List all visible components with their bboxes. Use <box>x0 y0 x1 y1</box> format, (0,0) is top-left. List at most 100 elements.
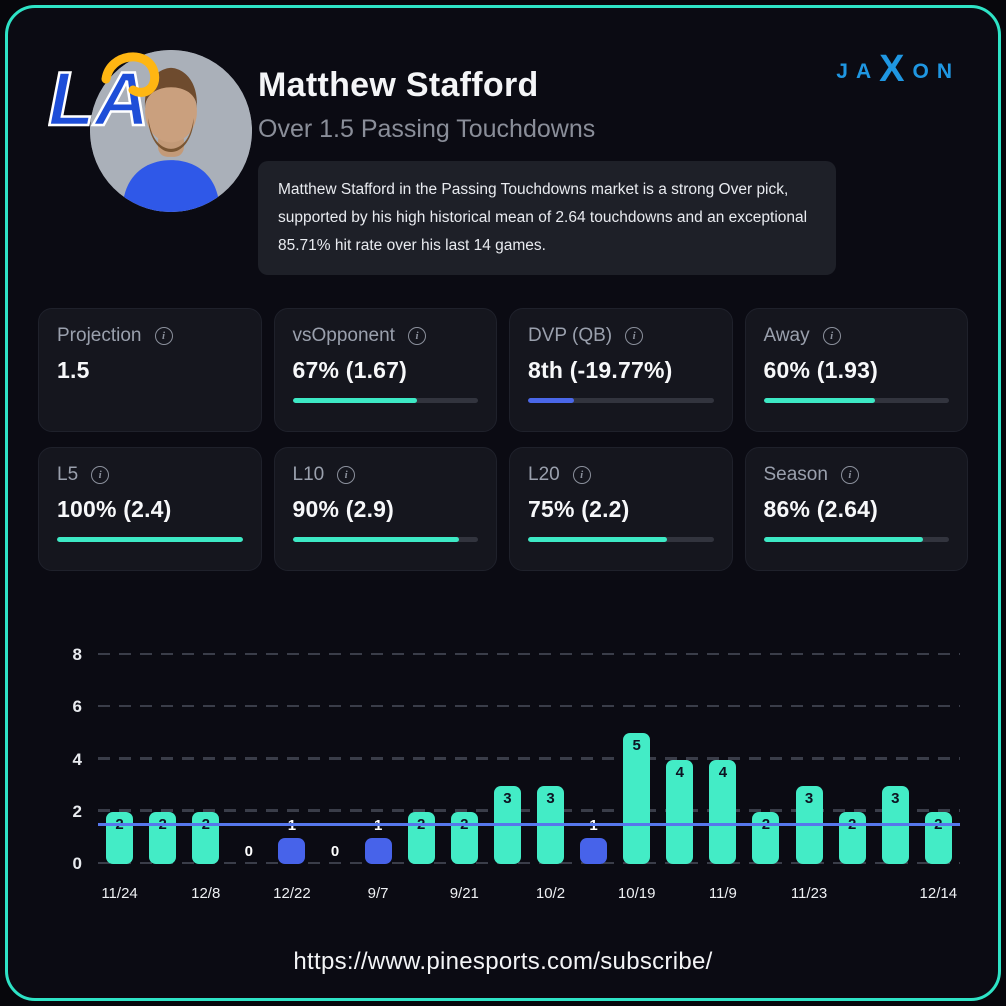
bar-over: 2 <box>752 811 780 864</box>
stat-label: L10 <box>292 464 325 485</box>
bar-over: 5 <box>623 733 651 864</box>
x-axis-tick: 11/23 <box>790 885 828 902</box>
x-axis-tick: 9/21 <box>449 885 479 902</box>
bar-value: 0 <box>244 843 253 860</box>
stat-progress-fill <box>763 537 924 542</box>
stat-label: Projection <box>57 325 142 346</box>
stat-progress-track <box>763 537 949 542</box>
page-title: Matthew Stafford <box>258 66 539 104</box>
bar-value: 3 <box>546 789 555 807</box>
stat-value: 8th (-19.77%) <box>528 357 673 383</box>
bar-value: 3 <box>503 789 512 807</box>
bar-slot: 2 <box>917 655 960 864</box>
bar-over: 2 <box>149 811 177 864</box>
stat-card-vsopponent: vsOpponent i 67% (1.67) <box>273 308 497 432</box>
x-axis-tick: 12/22 <box>273 885 311 902</box>
x-axis-tick <box>227 885 270 902</box>
y-axis-tick: 4 <box>72 749 82 769</box>
bar-value: 5 <box>632 737 641 755</box>
bar-slot: 4 <box>701 655 744 864</box>
title-block: Matthew Stafford Over 1.5 Passing Touchd… <box>258 66 858 275</box>
info-icon[interactable]: i <box>154 327 173 345</box>
info-icon[interactable]: i <box>840 466 859 484</box>
x-axis-tick: 10/2 <box>535 885 566 902</box>
stat-progress-fill <box>292 537 460 542</box>
bar-slot: 2 <box>141 655 184 864</box>
svg-text:LA: LA <box>48 57 149 142</box>
x-axis-tick <box>141 885 184 902</box>
x-axis-tick <box>874 885 917 902</box>
bar-over: 2 <box>450 811 478 864</box>
chart-x-labels: 11/24 12/8 12/22 9/7 9/21 10/2 10/19 11/9 11/23 1… <box>98 885 960 902</box>
gridline <box>98 704 960 708</box>
bar-over: 2 <box>924 811 952 864</box>
bar-slot: 2 <box>98 655 141 864</box>
bar-slot: 0 <box>313 655 356 864</box>
gridline <box>98 757 960 760</box>
stat-card-season: Season i 86% (2.64) <box>744 447 968 571</box>
bar-value: 4 <box>675 763 684 781</box>
stat-progress-track <box>763 398 949 403</box>
x-axis-tick <box>400 885 443 902</box>
info-icon[interactable]: i <box>337 466 356 484</box>
stat-value: 67% (1.67) <box>292 357 408 383</box>
info-icon[interactable]: i <box>407 327 426 345</box>
stat-progress-track <box>528 398 714 403</box>
stat-value: 90% (2.9) <box>292 496 395 522</box>
analysis-summary: Matthew Stafford in the Passing Touchdow… <box>258 161 836 275</box>
stat-progress-track <box>292 537 478 542</box>
bar-value: 3 <box>804 789 814 807</box>
bar-slot: 2 <box>184 655 227 864</box>
x-axis-tick: 12/8 <box>191 885 221 902</box>
stat-value: 86% (2.64) <box>763 496 879 522</box>
y-axis-tick: 0 <box>72 854 82 873</box>
chart-bars: 22201012233154423232 <box>98 655 960 864</box>
info-icon[interactable]: i <box>625 327 644 345</box>
bar-value: 3 <box>891 789 900 807</box>
bar-over: 2 <box>106 811 134 864</box>
prop-line <box>98 822 960 826</box>
stat-card-dvp-qb: DVP (QB) i 8th (-19.77%) <box>509 308 733 432</box>
bar-slot: 3 <box>486 655 529 864</box>
x-axis-tick <box>313 885 356 902</box>
gridline <box>98 652 960 655</box>
y-axis-tick: 6 <box>72 697 82 717</box>
stat-progress-track <box>57 537 243 542</box>
bar-slot: 3 <box>788 655 831 864</box>
stat-label: Away <box>763 325 810 346</box>
stat-progress-fill <box>528 398 575 403</box>
stat-progress-fill <box>763 398 875 403</box>
stat-value: 1.5 <box>57 357 90 383</box>
bar-slot: 5 <box>615 655 658 864</box>
x-axis-tick: 9/7 <box>367 885 389 902</box>
x-axis-tick <box>744 885 787 902</box>
bar-slot: 1 <box>270 655 313 864</box>
stat-label: L5 <box>57 464 79 485</box>
info-icon[interactable]: i <box>572 466 591 484</box>
info-icon[interactable]: i <box>822 327 841 345</box>
player-photo <box>90 50 252 212</box>
stat-card-l10: L10 i 90% (2.9) <box>273 447 497 571</box>
gridline <box>98 861 960 864</box>
stat-label: vsOpponent <box>292 325 395 346</box>
stat-progress-track <box>528 537 714 542</box>
bar-under <box>364 837 392 864</box>
info-icon[interactable]: i <box>91 466 110 484</box>
x-axis-tick: 10/19 <box>617 885 656 902</box>
bar-slot: 2 <box>744 655 787 864</box>
x-axis-tick: 11/24 <box>101 885 138 902</box>
x-axis-tick <box>572 885 615 902</box>
bar-over: 2 <box>192 811 220 864</box>
bar-slot: 3 <box>874 655 917 864</box>
bar-over: 2 <box>838 811 866 864</box>
bar-slot: 0 <box>227 655 270 864</box>
bar-slot: 1 <box>357 655 400 864</box>
bar-value: 0 <box>330 843 340 860</box>
player-area: LA <box>47 36 268 231</box>
bar-over: 2 <box>407 811 435 864</box>
x-axis-tick <box>658 885 701 902</box>
